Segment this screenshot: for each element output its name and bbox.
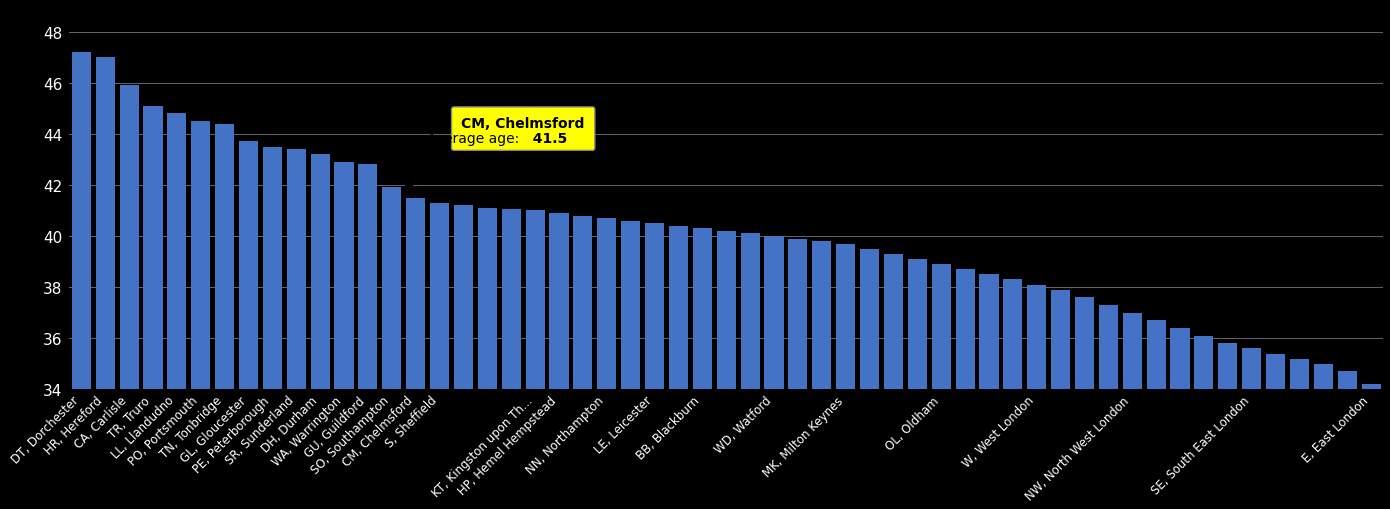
Text: Average age:: Average age: <box>427 132 523 146</box>
Bar <box>1170 328 1190 509</box>
Bar <box>1123 313 1141 509</box>
Bar <box>884 254 904 509</box>
Bar <box>1099 305 1118 509</box>
Bar <box>1194 336 1213 509</box>
Bar <box>215 124 234 509</box>
Bar <box>549 214 569 509</box>
Bar <box>1027 285 1047 509</box>
Bar <box>1314 364 1333 509</box>
Bar <box>980 275 998 509</box>
Bar <box>96 58 115 509</box>
Bar <box>143 106 163 509</box>
Bar <box>502 210 521 509</box>
Bar <box>598 219 616 509</box>
FancyBboxPatch shape <box>452 108 595 151</box>
Bar <box>455 206 473 509</box>
Bar <box>359 165 378 509</box>
Bar <box>860 249 878 509</box>
Text: CM, Chelmsford: CM, Chelmsford <box>461 117 585 131</box>
Bar <box>955 270 974 509</box>
Bar <box>525 211 545 509</box>
Bar <box>1074 298 1094 509</box>
Bar <box>908 260 927 509</box>
Bar <box>239 142 259 509</box>
Bar <box>382 188 402 509</box>
Bar <box>573 216 592 509</box>
Bar <box>931 265 951 509</box>
Bar <box>717 232 735 509</box>
Bar <box>1337 372 1357 509</box>
Bar <box>1290 359 1309 509</box>
Bar <box>120 86 139 509</box>
Bar <box>263 147 282 509</box>
Bar <box>1051 290 1070 509</box>
Bar <box>812 242 831 509</box>
Bar <box>621 221 641 509</box>
Bar <box>1004 280 1023 509</box>
Bar <box>1362 384 1380 509</box>
Bar <box>765 237 784 509</box>
Bar <box>741 234 760 509</box>
Bar <box>72 53 90 509</box>
Bar <box>192 122 210 509</box>
Bar <box>1243 349 1261 509</box>
Bar <box>335 162 353 509</box>
Text: 41.5: 41.5 <box>523 132 567 146</box>
Bar <box>692 229 712 509</box>
Bar <box>430 204 449 509</box>
Bar <box>669 227 688 509</box>
Bar <box>167 114 186 509</box>
Bar <box>645 224 664 509</box>
Bar <box>1218 344 1237 509</box>
Bar <box>1266 354 1286 509</box>
Bar <box>478 209 496 509</box>
Bar <box>310 155 329 509</box>
Bar <box>406 199 425 509</box>
Bar <box>788 239 808 509</box>
Bar <box>1147 321 1166 509</box>
Bar <box>286 150 306 509</box>
Bar <box>835 244 855 509</box>
